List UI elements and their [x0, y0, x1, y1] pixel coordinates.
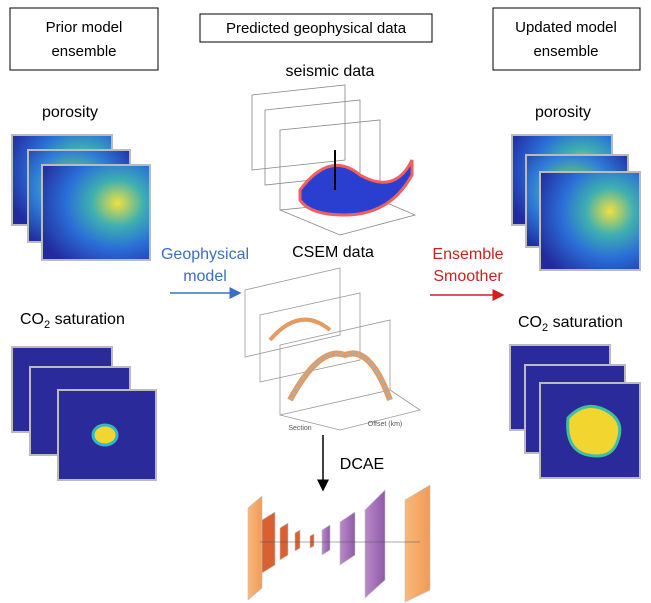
label-part: CO: [518, 314, 542, 331]
arrow-label: Smoother: [433, 268, 503, 285]
header-text: Predicted geophysical data: [226, 20, 407, 37]
diagram: Prior model ensemble Predicted geophysic…: [0, 0, 651, 603]
header-text: ensemble: [51, 43, 116, 60]
axis-label: Offset (km): [368, 421, 402, 428]
image-stack: [12, 135, 150, 260]
header-text: Updated model: [515, 19, 617, 36]
header-text: ensemble: [533, 43, 598, 60]
seismic-image: [252, 85, 415, 235]
label-part: saturation: [548, 314, 623, 331]
header-text: Prior model: [46, 19, 123, 36]
header-box: [493, 8, 640, 70]
label: seismic data: [286, 63, 375, 80]
arrow-label: model: [183, 268, 227, 285]
label: CSEM data: [292, 244, 374, 261]
network-image: [248, 485, 430, 602]
arrow-label: DCAE: [340, 456, 384, 473]
label: porosity: [42, 104, 98, 121]
label-part: saturation: [50, 311, 125, 328]
label-part: CO: [20, 311, 44, 328]
csem-image: [245, 268, 420, 430]
header-box: [10, 8, 158, 70]
axis-label: Section: [288, 425, 311, 432]
image-stack: [12, 347, 156, 480]
image-stack: [512, 135, 640, 270]
label: CO2 saturation: [518, 314, 623, 334]
arrow-label: Ensemble: [432, 246, 503, 263]
label: porosity: [535, 104, 591, 121]
image-stack: [510, 345, 640, 478]
label: CO2 saturation: [20, 311, 125, 331]
arrow-label: Geophysical: [161, 246, 249, 263]
